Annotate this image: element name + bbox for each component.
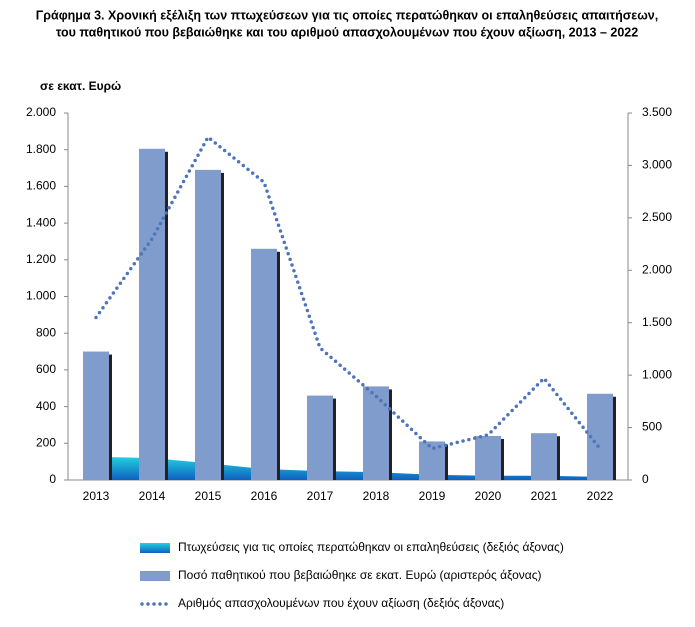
bar [363,386,389,480]
x-tick-label: 2018 [363,489,390,503]
bar [251,248,277,480]
y2-tick-label: 0 [642,472,649,486]
y-tick-label: 400 [36,399,56,413]
bar [475,435,501,480]
y2-tick-label: 1.500 [642,315,672,329]
bar [307,395,333,480]
line [94,134,602,451]
x-tick-label: 2019 [419,489,446,503]
area [96,456,600,480]
y2-tick-label: 3.500 [642,105,672,119]
x-tick-label: 2021 [531,489,558,503]
x-tick-label: 2022 [587,489,614,503]
y2-tick-label: 500 [642,420,662,434]
x-tick-label: 2016 [251,489,278,503]
chart-title: Γράφημα 3. Χρονική εξέλιξη των πτωχεύσεω… [36,8,658,22]
y-tick-label: 600 [36,362,56,376]
x-tick-label: 2020 [475,489,502,503]
y-tick-label: 1.400 [26,215,56,229]
y-tick-label: 1.600 [26,179,56,193]
x-tick-label: 2013 [83,489,110,503]
legend-label: Πτωχεύσεις για τις οποίες περατώθηκαν οι… [178,540,564,554]
bar [83,351,109,480]
y2-tick-label: 1.000 [642,367,672,381]
legend-swatch [140,571,170,581]
y-tick-label: 1.800 [26,142,56,156]
y2-tick-label: 3.000 [642,158,672,172]
y-tick-label: 800 [36,325,56,339]
bar [139,148,165,480]
y2-tick-label: 2.000 [642,262,672,276]
legend-label: Αριθμός απασχολουμένων που έχουν αξίωση … [178,596,504,610]
y-tick-label: 1.000 [26,289,56,303]
chart-title: του παθητικού που βεβαιώθηκε και του αρι… [56,25,638,39]
x-tick-label: 2015 [195,489,222,503]
y-tick-label: 200 [36,435,56,449]
y-tick-label: 1.200 [26,252,56,266]
legend-swatch [140,543,170,553]
legend-label: Ποσό παθητικού που βεβαιώθηκε σε εκατ. Ε… [178,568,541,582]
x-tick-label: 2017 [307,489,334,503]
bar [195,169,221,480]
x-tick-label: 2014 [139,489,166,503]
bar [531,433,557,480]
y-tick-label: 2.000 [26,105,56,119]
y2-tick-label: 2.500 [642,210,672,224]
y-tick-label: 0 [49,472,56,486]
y-axis-label: σε εκατ. Ευρώ [40,79,121,93]
